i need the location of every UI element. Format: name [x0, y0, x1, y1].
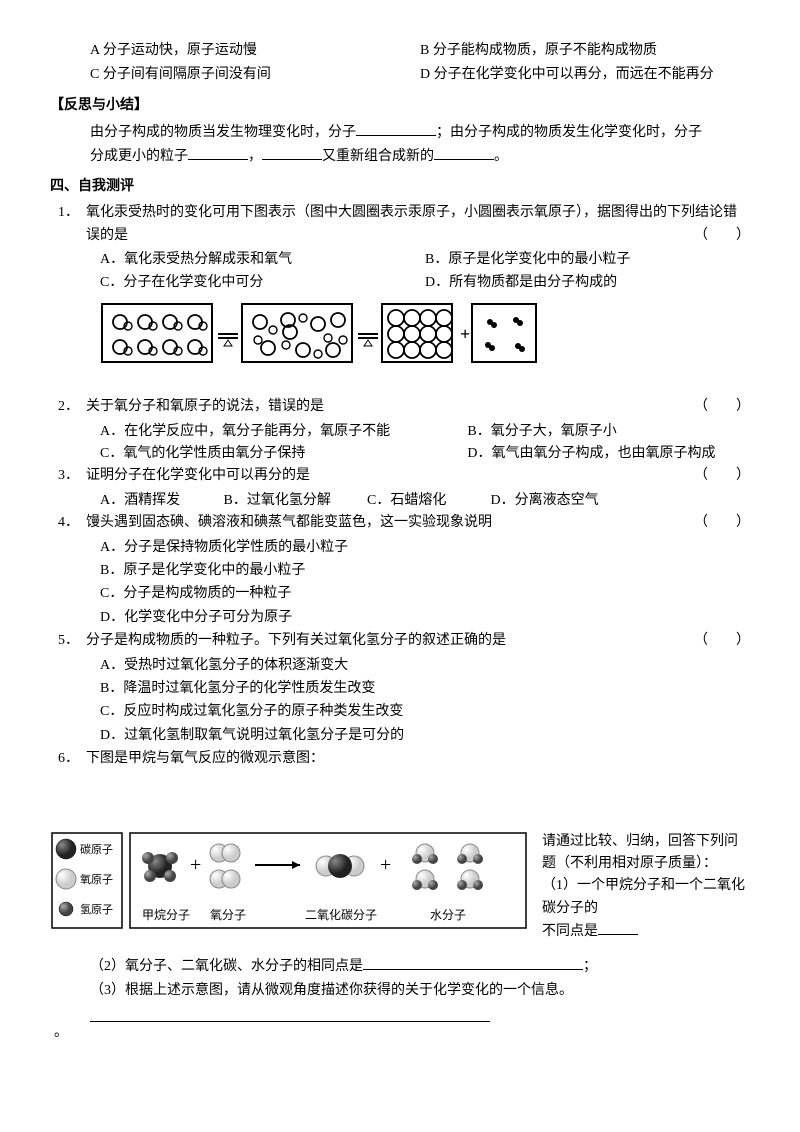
text: ； — [583, 959, 597, 974]
section4-title: 四、自我测评 — [50, 176, 750, 198]
option-d: D 分子在化学变化中可以再分，而远在不能再分 — [420, 64, 750, 86]
q-text: 馒头遇到固态碘、碘溶液和碘蒸气都能变蓝色，这一实验现象说明 — [86, 515, 492, 530]
q5-options: A．受热时过氧化氢分子的体积逐渐变大 B．降温时过氧化氢分子的化学性质发生改变 … — [50, 655, 750, 748]
blank — [434, 145, 494, 160]
answer-paren: （ ） — [674, 396, 750, 418]
q-num: 3． — [50, 465, 86, 487]
q-num: 5． — [50, 630, 86, 652]
blank — [262, 145, 322, 160]
blank — [598, 920, 638, 935]
blank — [188, 145, 248, 160]
answer-paren: （ ） — [674, 512, 750, 534]
q1-a: A．氧化汞受热分解成汞和氧气 — [100, 249, 425, 271]
text: ；由分子构成的物质发生化学变化时，分子 — [436, 125, 702, 140]
q1-options: A．氧化汞受热分解成汞和氧气 B．原子是化学变化中的最小粒子 C．分子在化学变化… — [50, 249, 750, 294]
top-option-row-1: A 分子运动快，原子运动慢 B 分子能构成物质，原子不能构成物质 — [50, 40, 750, 62]
q2-b: B．氧分子大，氧原子小 — [467, 421, 750, 443]
svg-text:碳原子: 碳原子 — [80, 842, 113, 856]
q-num: 2． — [50, 396, 86, 418]
q6-diagram-row: 碳原子 氧原子 氢原子 + — [50, 831, 750, 949]
svg-text:+: + — [190, 854, 201, 876]
q5-d: D．过氧化氢制取氧气说明过氧化氢分子是可分的 — [100, 725, 750, 747]
text: 请通过比较、归纳，回答下列问题（不利用相对原子质量）： — [542, 831, 750, 876]
blank — [363, 955, 583, 970]
text: （1）一个甲烷分子和一个二氧化碳分子的 — [542, 875, 750, 920]
q4-options: A．分子是保持物质化学性质的最小粒子 B．原子是化学变化中的最小粒子 C．分子是… — [50, 537, 750, 630]
top-option-row-2: C 分子间有间隔原子间没有间 D 分子在化学变化中可以再分，而远在不能再分 — [50, 64, 750, 86]
blank — [90, 1007, 490, 1022]
option-c: C 分子间有间隔原子间没有间 — [90, 64, 420, 86]
q3-options: A．酒精挥发 B．过氧化氢分解 C．石蜡熔化 D．分离液态空气 — [50, 490, 750, 512]
reflection-title: 【反思与小结】 — [50, 95, 750, 117]
q1-diagram: + — [100, 302, 750, 388]
option-a: A 分子运动快，原子运动慢 — [90, 40, 420, 62]
q4: 4． 馒头遇到固态碘、碘溶液和碘蒸气都能变蓝色，这一实验现象说明 （ ） — [50, 512, 750, 534]
q-text: 下图是甲烷与氧气反应的微观示意图： — [86, 748, 750, 770]
text: 又重新组合成新的 — [322, 149, 434, 164]
reflection-line2: 分成更小的粒子 ， 又重新组合成新的 。 — [50, 145, 750, 168]
q2-options: A．在化学反应中，氧分子能再分，氧原子不能 B．氧分子大，氧原子小 C．氧气的化… — [50, 421, 750, 466]
svg-text:+: + — [460, 324, 470, 344]
q4-a: A．分子是保持物质化学性质的最小粒子 — [100, 537, 750, 559]
q2-d: D．氧气由氧分子构成，也由氧原子构成 — [467, 443, 750, 465]
q6-sub3: （3）根据上述示意图，请从微观角度描述你获得的关于化学变化的一个信息。 — [50, 980, 750, 1002]
answer-paren: （ ） — [674, 630, 750, 652]
q-text: 氧化汞受热时的变化可用下图表示（图中大圆圈表示汞原子，小圆圈表示氧原子），据图得… — [86, 202, 750, 247]
q2: 2． 关于氧分子和氧原子的说法，错误的是 （ ） — [50, 396, 750, 418]
q-text: 证明分子在化学变化中可以再分的是 — [86, 468, 310, 483]
q4-b: B．原子是化学变化中的最小粒子 — [100, 560, 750, 582]
q3-a: A．酒精挥发 — [100, 490, 220, 512]
q3-c: C．石蜡熔化 — [367, 490, 487, 512]
text: 。 — [54, 1025, 68, 1040]
q5-a: A．受热时过氧化氢分子的体积逐渐变大 — [100, 655, 750, 677]
q6-sub2: （2）氧分子、二氧化碳、水分子的相同点是 ； — [50, 955, 750, 978]
q4-d: D．化学变化中分子可分为原子 — [100, 607, 750, 629]
svg-text:水分子: 水分子 — [430, 908, 466, 922]
text: （3）根据上述示意图，请从微观角度描述你获得的关于化学变化的一个信息。 — [90, 983, 573, 998]
q1-b: B．原子是化学变化中的最小粒子 — [425, 249, 750, 271]
svg-text:二氧化碳分子: 二氧化碳分子 — [305, 908, 377, 922]
text: 由分子构成的物质当发生物理变化时，分子 — [90, 125, 356, 140]
svg-text:氧分子: 氧分子 — [210, 908, 246, 922]
q-num: 6． — [50, 748, 86, 770]
q4-c: C．分子是构成物质的一种粒子 — [100, 583, 750, 605]
answer-paren: （ ） — [674, 225, 750, 247]
q3-b: B．过氧化氢分解 — [224, 490, 364, 512]
q5-c: C．反应时构成过氧化氢分子的原子种类发生改变 — [100, 701, 750, 723]
q-text: 关于氧分子和氧原子的说法，错误的是 — [86, 399, 324, 414]
q1: 1． 氧化汞受热时的变化可用下图表示（图中大圆圈表示汞原子，小圆圈表示氧原子），… — [50, 202, 750, 247]
text: （2）氧分子、二氧化碳、水分子的相同点是 — [90, 959, 363, 974]
blank — [356, 121, 436, 136]
option-b: B 分子能构成物质，原子不能构成物质 — [420, 40, 750, 62]
q6: 6． 下图是甲烷与氧气反应的微观示意图： — [50, 748, 750, 770]
q5: 5． 分子是构成物质的一种粒子。下列有关过氧化氢分子的叙述正确的是 （ ） — [50, 630, 750, 652]
answer-paren: （ ） — [674, 465, 750, 487]
svg-text:甲烷分子: 甲烷分子 — [142, 908, 190, 922]
svg-text:+: + — [380, 854, 391, 876]
q6-diagram: 碳原子 氧原子 氢原子 + — [50, 831, 530, 949]
q1-d: D．所有物质都是由分子构成的 — [425, 272, 750, 294]
q2-c: C．氧气的化学性质由氧分子保持 — [100, 443, 467, 465]
q1-c: C．分子在化学变化中可分 — [100, 272, 425, 294]
q5-b: B．降温时过氧化氢分子的化学性质发生改变 — [100, 678, 750, 700]
reflection-line1: 由分子构成的物质当发生物理变化时，分子 ；由分子构成的物质发生化学变化时，分子 — [50, 121, 750, 144]
q6-right-text: 请通过比较、归纳，回答下列问题（不利用相对原子质量）： （1）一个甲烷分子和一个… — [530, 831, 750, 944]
q-num: 1． — [50, 202, 86, 247]
q3: 3． 证明分子在化学变化中可以再分的是 （ ） — [50, 465, 750, 487]
svg-text:氧原子: 氧原子 — [80, 872, 113, 886]
q2-a: A．在化学反应中，氧分子能再分，氧原子不能 — [100, 421, 467, 443]
svg-text:氢原子: 氢原子 — [80, 902, 113, 916]
q-num: 4． — [50, 512, 86, 534]
text: 分成更小的粒子 — [90, 149, 188, 164]
q-text: 分子是构成物质的一种粒子。下列有关过氧化氢分子的叙述正确的是 — [86, 633, 506, 648]
text: 不同点是 — [542, 924, 598, 939]
q6-blank-line: 。 — [50, 1007, 750, 1044]
text: ， — [248, 149, 262, 164]
q3-d: D．分离液态空气 — [491, 490, 631, 512]
text: 。 — [494, 149, 508, 164]
